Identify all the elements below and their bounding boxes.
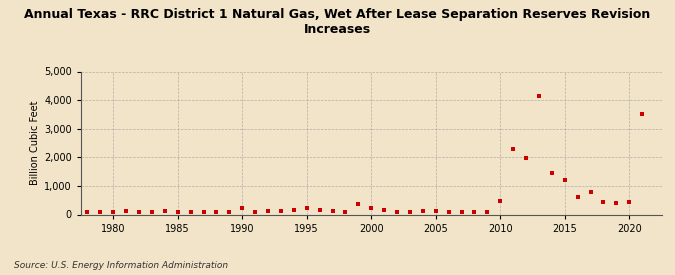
Point xyxy=(146,210,157,215)
Point xyxy=(263,209,273,213)
Text: Annual Texas - RRC District 1 Natural Gas, Wet After Lease Separation Reserves R: Annual Texas - RRC District 1 Natural Ga… xyxy=(24,8,651,36)
Point xyxy=(82,210,93,214)
Point xyxy=(185,210,196,215)
Point xyxy=(134,210,144,214)
Point xyxy=(443,210,454,214)
Point xyxy=(508,147,518,152)
Point xyxy=(417,208,428,213)
Point xyxy=(353,201,364,206)
Point xyxy=(547,171,558,175)
Point xyxy=(560,178,570,182)
Point xyxy=(340,210,351,214)
Point xyxy=(172,210,183,214)
Point xyxy=(392,210,402,214)
Point xyxy=(495,199,506,203)
Point xyxy=(598,200,609,204)
Point xyxy=(224,210,235,214)
Point xyxy=(250,210,261,214)
Point xyxy=(431,208,441,213)
Point xyxy=(379,208,389,212)
Point xyxy=(159,209,170,214)
Point xyxy=(198,210,209,214)
Point xyxy=(585,190,596,194)
Point xyxy=(572,195,583,199)
Point xyxy=(611,201,622,205)
Point xyxy=(69,210,80,215)
Y-axis label: Billion Cubic Feet: Billion Cubic Feet xyxy=(30,101,40,185)
Point xyxy=(404,210,415,214)
Point xyxy=(456,210,467,214)
Point xyxy=(624,200,634,204)
Point xyxy=(327,208,338,213)
Point xyxy=(211,210,222,215)
Text: Source: U.S. Energy Information Administration: Source: U.S. Energy Information Administ… xyxy=(14,260,227,270)
Point xyxy=(121,209,132,213)
Point xyxy=(301,206,312,210)
Point xyxy=(366,206,377,210)
Point xyxy=(95,210,106,214)
Point xyxy=(533,94,544,98)
Point xyxy=(315,208,325,212)
Point xyxy=(275,208,286,213)
Point xyxy=(108,210,119,214)
Point xyxy=(288,208,299,212)
Point xyxy=(469,210,480,214)
Point xyxy=(520,156,531,160)
Point xyxy=(237,206,248,210)
Point xyxy=(637,112,647,117)
Point xyxy=(482,210,493,215)
